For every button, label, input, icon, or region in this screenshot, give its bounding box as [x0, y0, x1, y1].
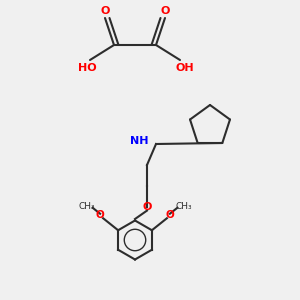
Text: HO: HO: [78, 63, 96, 73]
Text: O: O: [96, 210, 104, 220]
Text: O: O: [166, 210, 174, 220]
Text: CH₃: CH₃: [175, 202, 192, 211]
Text: NH: NH: [130, 136, 148, 146]
Text: O: O: [160, 7, 170, 16]
Text: OH: OH: [175, 63, 194, 73]
Text: O: O: [142, 202, 152, 212]
Text: CH₃: CH₃: [78, 202, 95, 211]
Text: O: O: [100, 7, 110, 16]
